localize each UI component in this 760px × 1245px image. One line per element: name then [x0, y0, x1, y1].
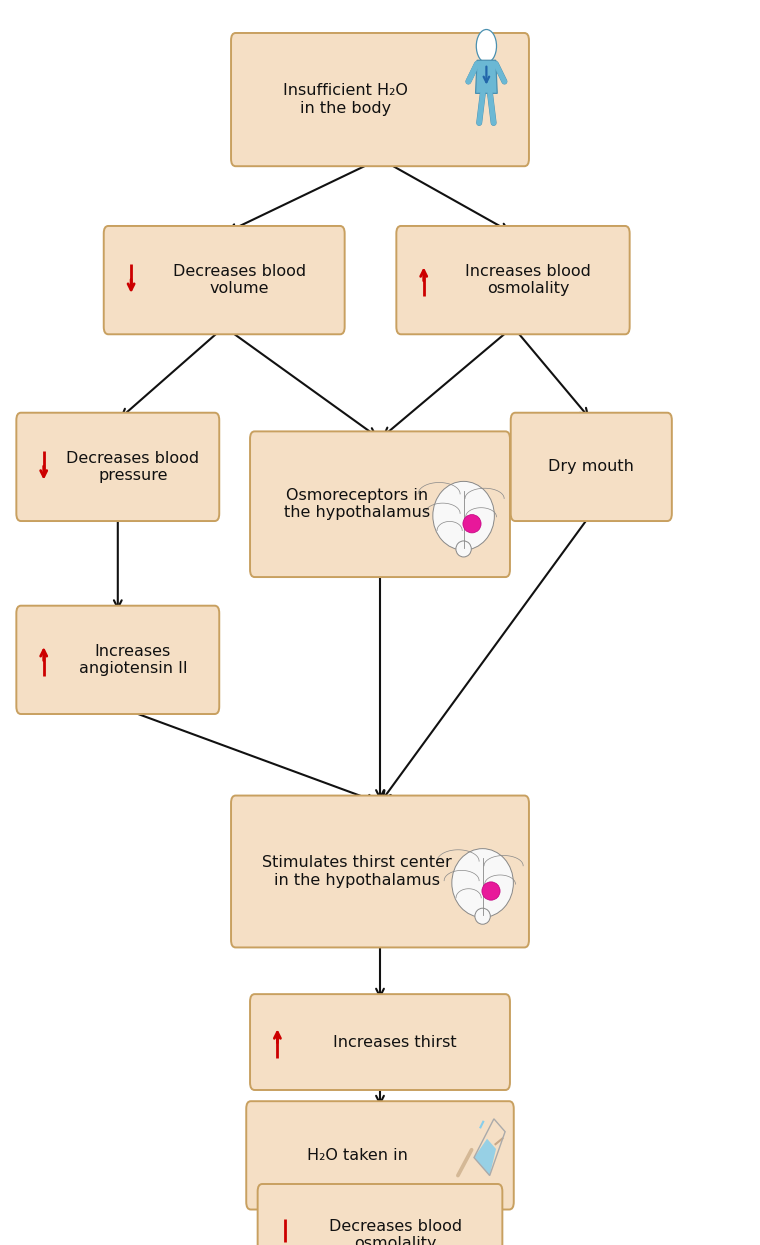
FancyBboxPatch shape	[17, 606, 220, 715]
Ellipse shape	[456, 540, 471, 557]
Text: Dry mouth: Dry mouth	[549, 459, 634, 474]
Ellipse shape	[482, 881, 500, 900]
Ellipse shape	[433, 482, 494, 550]
FancyBboxPatch shape	[250, 432, 510, 578]
FancyBboxPatch shape	[231, 796, 529, 947]
Polygon shape	[476, 60, 497, 93]
FancyBboxPatch shape	[397, 227, 629, 334]
FancyBboxPatch shape	[17, 412, 220, 520]
Text: Increases blood
osmolality: Increases blood osmolality	[465, 264, 591, 296]
Ellipse shape	[452, 849, 513, 918]
FancyBboxPatch shape	[258, 1184, 502, 1245]
FancyBboxPatch shape	[250, 994, 510, 1091]
Text: Osmoreceptors in
the hypothalamus: Osmoreceptors in the hypothalamus	[284, 488, 430, 520]
FancyBboxPatch shape	[231, 32, 529, 166]
Text: Stimulates thirst center
in the hypothalamus: Stimulates thirst center in the hypothal…	[262, 855, 452, 888]
Text: Decreases blood
osmolality: Decreases blood osmolality	[328, 1219, 462, 1245]
Polygon shape	[474, 1139, 496, 1175]
Ellipse shape	[463, 514, 481, 533]
Text: Insufficient H₂O
in the body: Insufficient H₂O in the body	[283, 83, 408, 116]
Text: Decreases blood
volume: Decreases blood volume	[173, 264, 306, 296]
Text: Decreases blood
pressure: Decreases blood pressure	[66, 451, 200, 483]
FancyBboxPatch shape	[511, 412, 672, 520]
Text: Increases
angiotensin II: Increases angiotensin II	[79, 644, 187, 676]
Text: Increases thirst: Increases thirst	[334, 1035, 457, 1050]
Text: H₂O taken in: H₂O taken in	[307, 1148, 407, 1163]
Circle shape	[477, 30, 496, 62]
FancyBboxPatch shape	[246, 1102, 514, 1210]
FancyBboxPatch shape	[103, 227, 345, 334]
Ellipse shape	[475, 908, 490, 924]
